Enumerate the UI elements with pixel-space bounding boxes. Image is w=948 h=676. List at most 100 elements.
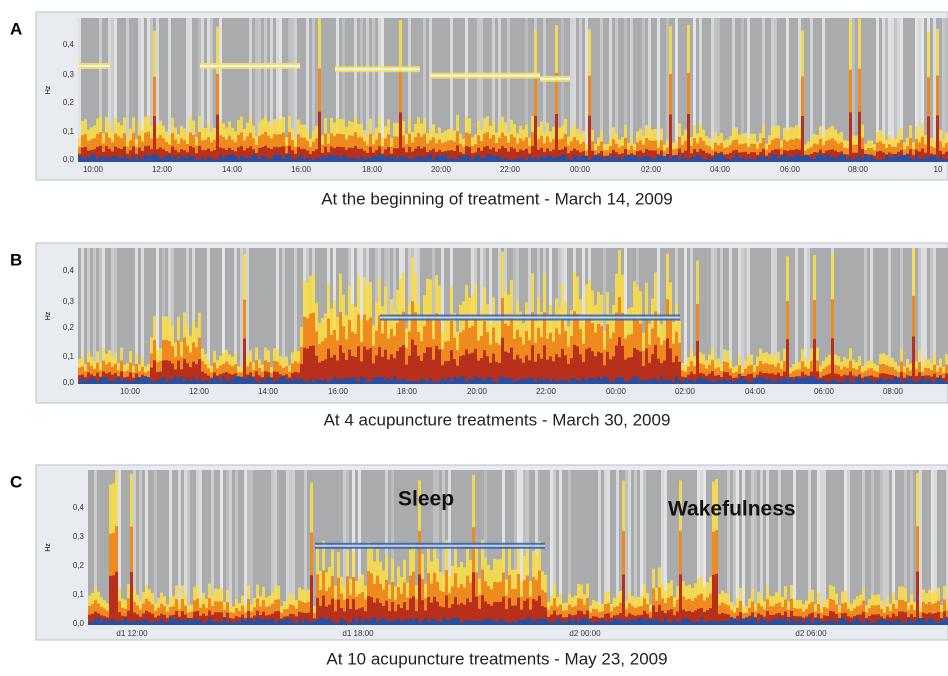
spectro-blue [360,156,363,162]
spectro-blue [315,379,318,384]
spectro-blue [132,155,135,162]
spectro-blue [237,376,240,384]
spectro-blue [273,155,276,162]
spectro-blue [636,157,639,162]
spectro-blue [643,620,646,625]
spectro-blue [378,377,381,384]
spectro-streak [240,248,243,384]
spectro-blue [256,617,259,625]
spectro-red [435,346,438,384]
spectro-blue [231,379,234,384]
spectro-blue [526,617,529,625]
spectro-blue [471,160,474,162]
spectro-blue [498,377,501,384]
spectro-blue [672,382,675,384]
spectro-blue [678,160,681,162]
spectro-blue [708,380,711,384]
spectro-blue [699,377,702,384]
spectro-blue [666,154,669,162]
spectro-blue [96,159,99,162]
spectro-blue [519,380,522,384]
spectro-blue [823,622,826,625]
spectro-blue [543,380,546,384]
spectro-blue [195,159,198,162]
spectro-blue [190,621,193,625]
spectro-blue [297,157,300,162]
spectro-blue [240,156,243,162]
spectro-blue [912,160,915,162]
spectro-blue [412,620,415,625]
y-tick-label: 0,3 [73,532,85,541]
spectro-red [654,345,657,384]
spectro-blue [583,617,586,625]
spectro-blue [585,380,588,384]
spectro-blue [243,379,246,384]
spectro-blue [759,157,762,162]
spectro-blue [91,622,94,625]
spectro-blue [408,381,411,384]
spectro-blue [415,618,418,625]
spectro-blue [355,622,358,625]
spectro-blue [522,158,525,162]
spectro-blue [765,157,768,162]
spectro-blue [210,158,213,162]
spectro-red [438,349,441,384]
spectro-blue [234,376,237,384]
spectro-red [399,112,402,162]
spectro-blue [531,379,534,384]
spectro-blue [252,154,255,162]
spectro-blue [741,376,744,384]
spectro-blue [778,617,781,625]
spectro-red [418,574,421,625]
spectro-blue [702,379,705,384]
x-tick-label: 18:00 [397,387,418,396]
spectro-blue [745,617,748,625]
spectro-blue [795,155,798,162]
y-tick-label: 0,3 [63,70,75,79]
spectro-blue [636,377,639,384]
spectro-band-core [380,317,680,319]
spectro-blue [169,617,172,625]
x-tick-label: 10:00 [83,165,104,174]
spectro-red [109,576,112,625]
spectro-blue [126,159,129,162]
spectro-blue [867,157,870,162]
spectro-blue [654,158,657,162]
spectro-blue [148,622,151,625]
spectro-blue [90,377,93,384]
spectro-blue [744,159,747,162]
spectro-blue [924,156,927,162]
spectro-blue [124,617,127,625]
spectro-blue [942,380,945,384]
spectro-blue [202,623,205,625]
spectro-blue [268,620,271,625]
y-axis-unit: Hz [45,311,52,320]
spectro-streak [598,470,601,625]
spectro-blue [793,622,796,625]
spectro-blue [330,379,333,384]
spectro-blue [78,381,81,384]
spectro-blue [352,618,355,625]
spectro-blue [151,622,154,625]
spectro-red [112,575,115,625]
spectro-blue [546,155,549,162]
spectro-blue [507,160,510,162]
spectro-blue [444,154,447,162]
spectro-blue [361,622,364,625]
spectro-blue [447,377,450,384]
spectro-blue [333,377,336,384]
spectro-blue [939,156,942,162]
spectro-streak [154,470,157,625]
x-tick-label: 10 [934,165,943,174]
spectro-blue [871,623,874,625]
spectro-blue [576,380,579,384]
spectro-blue [813,377,816,384]
spectro-red [243,339,246,384]
spectro-blue [615,159,618,162]
spectro-blue [495,157,498,162]
spectro-blue [517,619,520,625]
spectro-blue [306,158,309,162]
spectro-blue [402,157,405,162]
spectro-blue [267,159,270,162]
spectro-red [627,358,630,384]
